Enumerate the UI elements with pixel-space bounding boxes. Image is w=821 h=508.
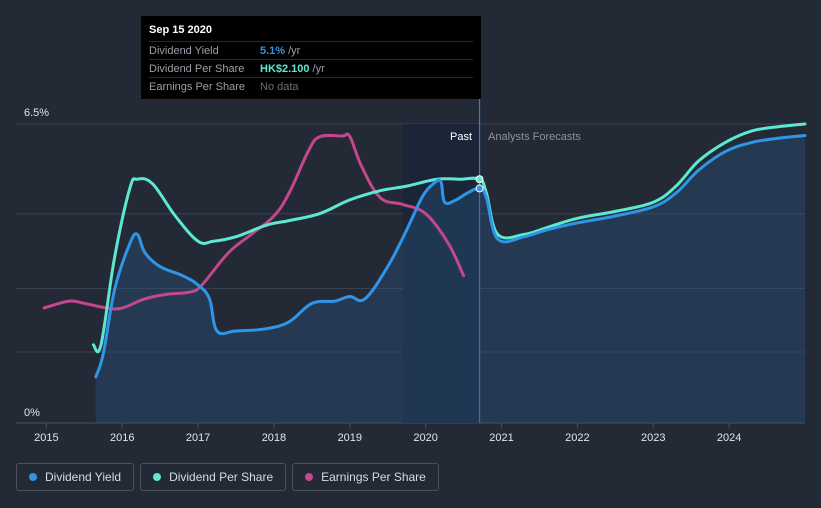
area-layer <box>95 135 805 423</box>
legend-dot-icon <box>305 473 314 481</box>
tooltip-row-earnings-per-share: Earnings Per Share No data <box>149 77 473 95</box>
dividend-yield-area <box>95 135 805 423</box>
y-tick-label-top: 6.5% <box>24 107 49 119</box>
dividend-per-share-marker <box>475 175 484 184</box>
tooltip-date: Sep 15 2020 <box>149 24 212 36</box>
x-tick-label: 2021 <box>489 432 513 444</box>
tooltip-unit: /yr <box>312 63 325 75</box>
x-tick-label: 2018 <box>262 432 286 444</box>
tooltip-value: No data <box>260 81 299 93</box>
chart-legend: Dividend Yield Dividend Per Share Earnin… <box>16 463 439 491</box>
tooltip-label: Dividend Per Share <box>149 63 245 75</box>
dividend-per-share-line <box>91 122 807 354</box>
earnings-per-share-line <box>42 132 466 311</box>
x-tick-label: 2022 <box>565 432 589 444</box>
tooltip-value: 5.1% <box>260 45 286 57</box>
legend-item-dividend-per-share[interactable]: Dividend Per Share <box>140 463 287 491</box>
hover-tooltip: Sep 15 2020 Dividend Yield 5.1% /yr Divi… <box>141 16 481 99</box>
past-label: Past <box>450 131 472 143</box>
marker-layer <box>475 175 484 193</box>
x-tick-label: 2019 <box>338 432 362 444</box>
line-layer <box>42 122 807 379</box>
legend-label: Earnings Per Share <box>321 470 426 484</box>
legend-item-dividend-yield[interactable]: Dividend Yield <box>16 463 135 491</box>
legend-dot-icon <box>29 473 37 481</box>
tooltip-label: Earnings Per Share <box>149 81 245 93</box>
x-tick-label: 2016 <box>110 432 134 444</box>
tooltip-row-dividend-yield: Dividend Yield 5.1% /yr <box>149 41 473 59</box>
past-region-highlight <box>402 124 480 423</box>
x-tick-label: 2015 <box>34 432 58 444</box>
x-axis-ticks: 2015 2016 2017 2018 2019 2020 2021 2022 2023 2024 <box>34 423 741 444</box>
legend-label: Dividend Yield <box>45 470 122 484</box>
forecast-label: Analysts Forecasts <box>488 131 581 143</box>
tooltip-unit: /yr <box>288 45 301 57</box>
legend-dot-icon <box>153 473 162 481</box>
x-tick-label: 2017 <box>186 432 210 444</box>
y-tick-label-bottom: 0% <box>24 407 40 419</box>
dividend-yield-marker <box>475 184 484 193</box>
x-tick-label: 2024 <box>717 432 741 444</box>
legend-label: Dividend Per Share <box>169 470 274 484</box>
tooltip-label: Dividend Yield <box>149 45 219 57</box>
tooltip-row-dividend-per-share: Dividend Per Share HK$2.100 /yr <box>149 59 473 77</box>
tooltip-value: HK$2.100 <box>260 63 310 75</box>
legend-item-earnings-per-share[interactable]: Earnings Per Share <box>292 463 439 491</box>
x-tick-label: 2023 <box>641 432 665 444</box>
x-tick-label: 2020 <box>413 432 437 444</box>
dividend-yield-line <box>94 134 807 379</box>
